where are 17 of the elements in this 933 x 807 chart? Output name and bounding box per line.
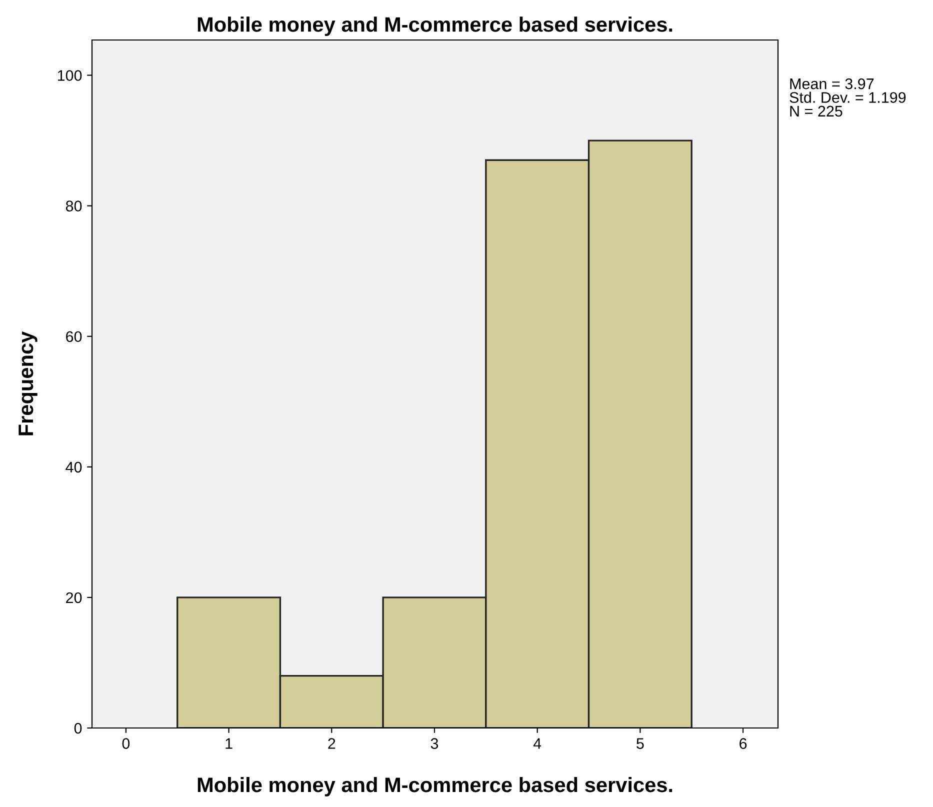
x-tick-label: 2 (328, 738, 336, 749)
x-tick-label: 3 (430, 738, 438, 749)
y-tick-label: 40 (66, 462, 82, 473)
text: Mean = 3.97 Std. Dev. = 1.199 N = 225 (790, 78, 906, 117)
x-tick-label: 5 (636, 738, 644, 749)
y-tick-label: 20 (66, 592, 82, 604)
x-tick-label: 6 (740, 738, 747, 749)
chart-title: Mobile money and M-commerce based services. (198, 16, 672, 36)
x-axis-title: Mobile money and M-commerce based services. (198, 776, 672, 796)
y-tick-label: 60 (66, 331, 82, 342)
y-tick-label: 80 (66, 200, 82, 212)
x-tick-label: 1 (226, 738, 232, 749)
x-tick-label: 0 (122, 738, 130, 749)
y-tick-label: 100 (58, 70, 82, 81)
x-tick-label: 4 (533, 738, 542, 749)
y-axis-title: Frequency (18, 331, 38, 436)
y-tick-label: 0 (74, 722, 82, 734)
